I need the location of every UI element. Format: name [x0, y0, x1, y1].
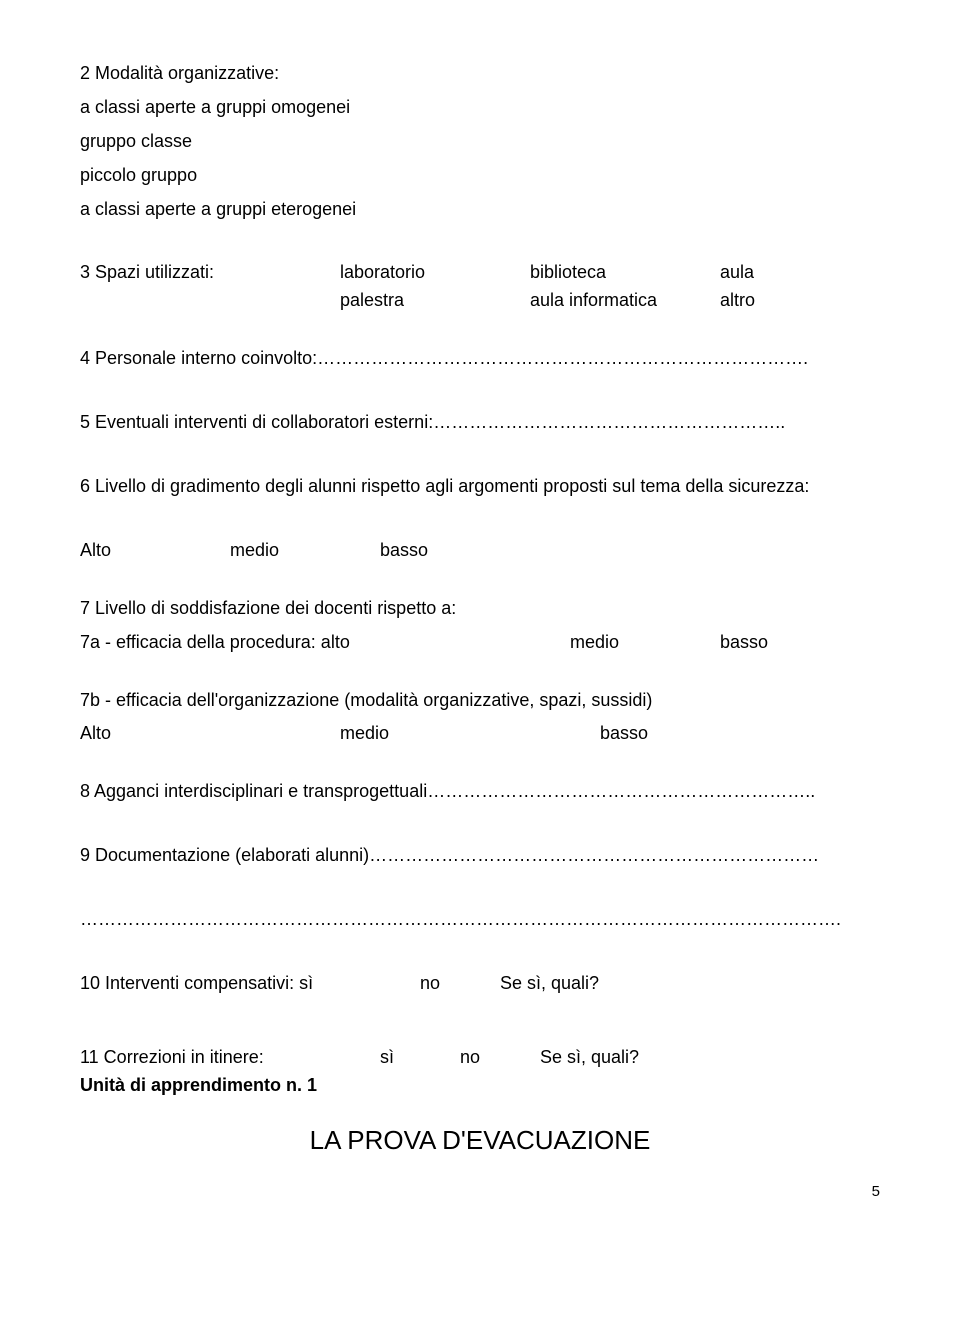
- q10-label: 10 Interventi compensativi: sì: [80, 970, 420, 998]
- q4-text: 4 Personale interno coinvolto:……………………………: [80, 345, 880, 373]
- q7a-opt-medio: medio: [570, 629, 720, 657]
- q2-item-2: gruppo classe: [80, 128, 880, 156]
- page-title: LA PROVA D'EVACUAZIONE: [80, 1120, 880, 1160]
- q3-row1: 3 Spazi utilizzati: laboratorio bibliote…: [80, 259, 880, 287]
- q3-opt-aula-informatica: aula informatica: [530, 287, 720, 315]
- q7a-opt-basso: basso: [720, 629, 768, 657]
- q2-item-3: piccolo gruppo: [80, 162, 880, 190]
- q3-opt-aula: aula: [720, 259, 754, 287]
- q10-tail: Se sì, quali?: [500, 970, 599, 998]
- q3-opt-biblioteca: biblioteca: [530, 259, 720, 287]
- q2-heading: 2 Modalità organizzative:: [80, 60, 880, 88]
- q10-no: no: [420, 970, 500, 998]
- q11-label: 11 Correzioni in itinere:: [80, 1044, 380, 1072]
- q7b-options: Alto medio basso: [80, 720, 880, 748]
- unit-heading: Unità di apprendimento n. 1: [80, 1072, 880, 1100]
- q11-si: sì: [380, 1044, 460, 1072]
- q3-opt-palestra: palestra: [340, 287, 530, 315]
- q6-options: Alto medio basso: [80, 537, 880, 565]
- q11-no: no: [460, 1044, 540, 1072]
- q3-row2: palestra aula informatica altro: [80, 287, 880, 315]
- q6-opt-basso: basso: [380, 537, 428, 565]
- q2-item-4: a classi aperte a gruppi eterogenei: [80, 196, 880, 224]
- q9b-text: ……………………………………………………………………………………………………………: [80, 906, 880, 934]
- q7b-opt-medio: medio: [340, 720, 600, 748]
- q3-label: 3 Spazi utilizzati:: [80, 259, 340, 287]
- q7b-text: 7b - efficacia dell'organizzazione (moda…: [80, 687, 880, 715]
- q3-opt-laboratorio: laboratorio: [340, 259, 530, 287]
- q6-opt-medio: medio: [230, 537, 380, 565]
- q7a-row: 7a - efficacia della procedura: alto med…: [80, 629, 880, 657]
- q7-text: 7 Livello di soddisfazione dei docenti r…: [80, 595, 880, 623]
- q6-opt-alto: Alto: [80, 537, 230, 565]
- q8-text: 8 Agganci interdisciplinari e transproge…: [80, 778, 880, 806]
- q7b-opt-alto: Alto: [80, 720, 340, 748]
- q9-text: 9 Documentazione (elaborati alunni)………………: [80, 842, 880, 870]
- q5-text: 5 Eventuali interventi di collaboratori …: [80, 409, 880, 437]
- q7a-label: 7a - efficacia della procedura: alto: [80, 629, 570, 657]
- q7b-opt-basso: basso: [600, 720, 648, 748]
- q6-text: 6 Livello di gradimento degli alunni ris…: [80, 473, 880, 501]
- page-number: 5: [80, 1160, 880, 1203]
- q11-tail: Se sì, quali?: [540, 1044, 639, 1072]
- q2-item-1: a classi aperte a gruppi omogenei: [80, 94, 880, 122]
- q10-row: 10 Interventi compensativi: sì no Se sì,…: [80, 970, 880, 998]
- q11-row: 11 Correzioni in itinere: sì no Se sì, q…: [80, 1044, 880, 1072]
- q3-opt-altro: altro: [720, 287, 755, 315]
